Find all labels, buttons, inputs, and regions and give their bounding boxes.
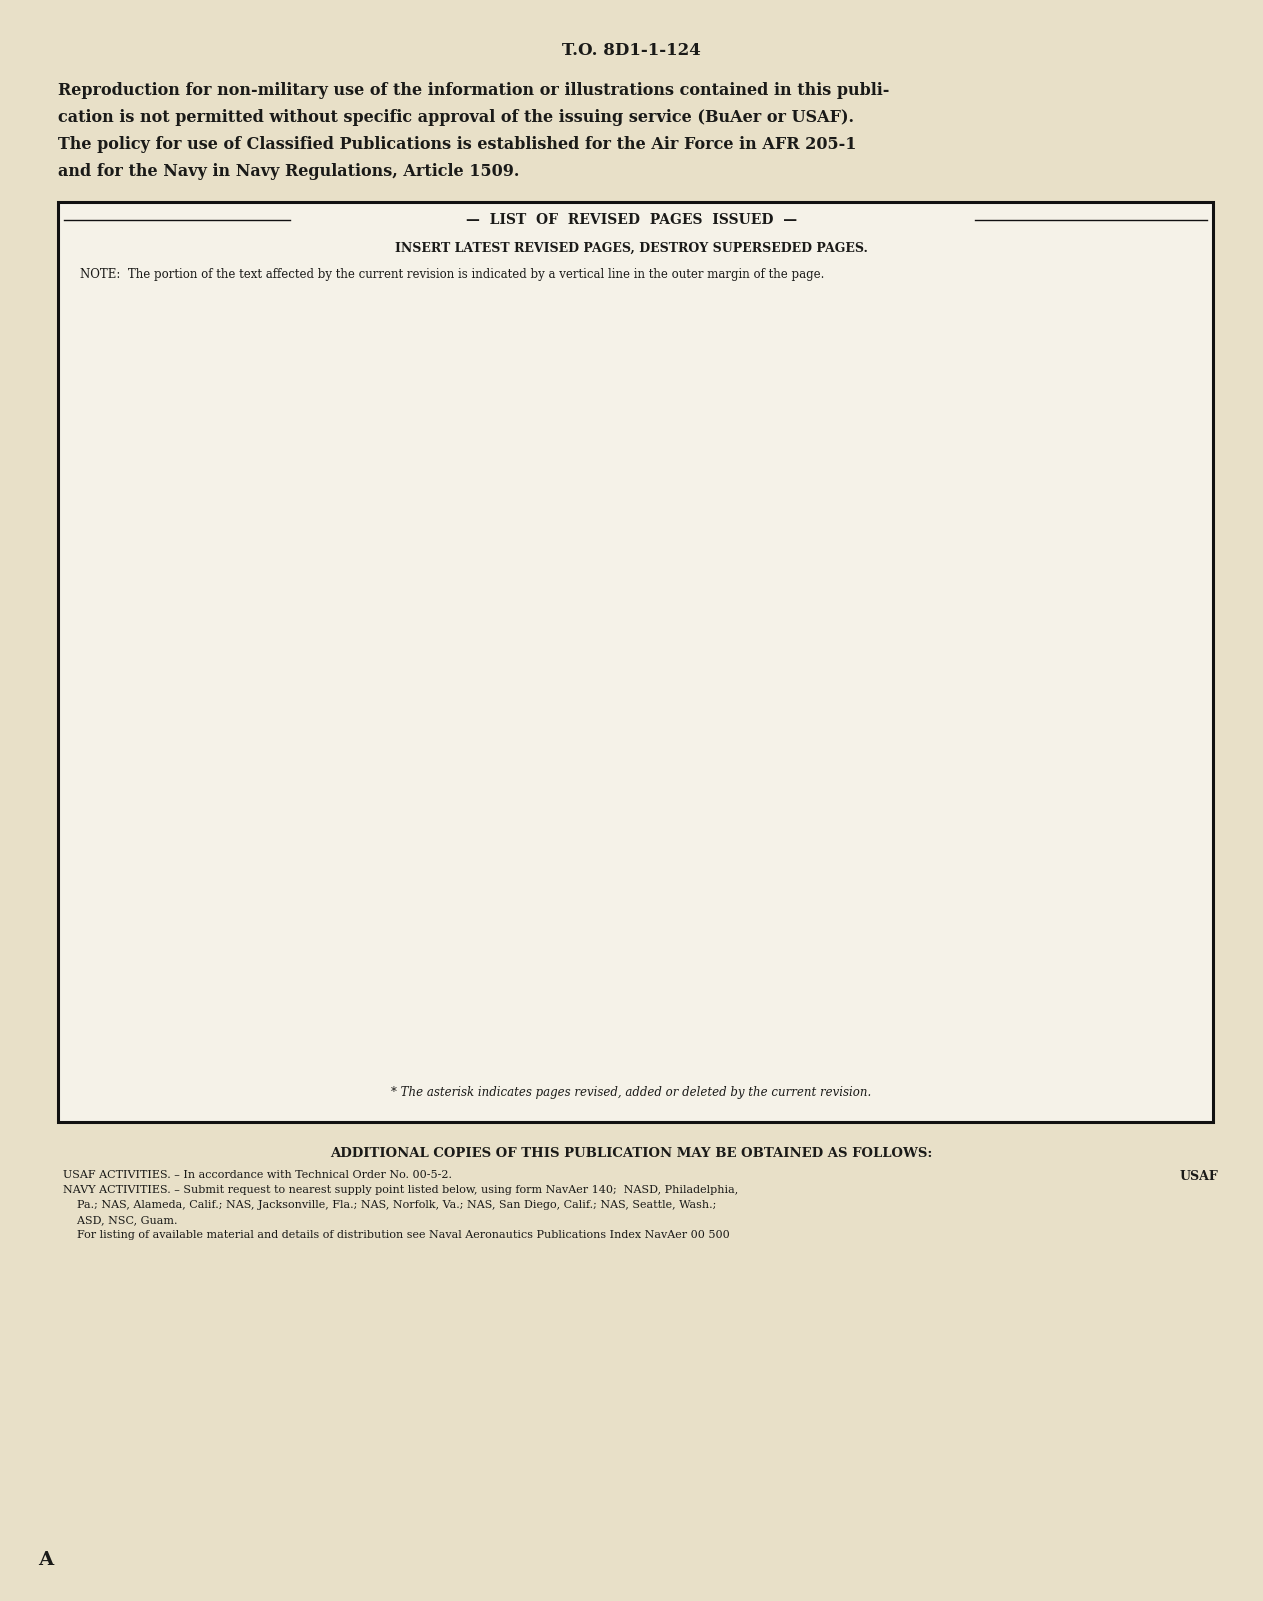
Text: T.O. 8D1-1-124: T.O. 8D1-1-124 [562,42,701,59]
Text: INSERT LATEST REVISED PAGES, DESTROY SUPERSEDED PAGES.: INSERT LATEST REVISED PAGES, DESTROY SUP… [395,242,868,255]
Text: Pa.; NAS, Alameda, Calif.; NAS, Jacksonville, Fla.; NAS, Norfolk, Va.; NAS, San : Pa.; NAS, Alameda, Calif.; NAS, Jacksonv… [63,1201,716,1210]
Text: cation is not permitted without specific approval of the issuing service (BuAer : cation is not permitted without specific… [58,109,854,126]
Text: USAF: USAF [1180,1170,1219,1183]
Text: USAF ACTIVITIES. – In accordance with Technical Order No. 00-5-2.: USAF ACTIVITIES. – In accordance with Te… [63,1170,452,1180]
Text: A: A [38,1551,53,1569]
Text: For listing of available material and details of distribution see Naval Aeronaut: For listing of available material and de… [63,1230,730,1241]
Text: Reproduction for non-military use of the information or illustrations contained : Reproduction for non-military use of the… [58,82,889,99]
Text: NOTE:  The portion of the text affected by the current revision is indicated by : NOTE: The portion of the text affected b… [80,267,825,282]
Bar [58,202,1212,1122]
Text: —  LIST  OF  REVISED  PAGES  ISSUED  —: — LIST OF REVISED PAGES ISSUED — [466,213,797,227]
Text: * The asterisk indicates pages revised, added or deleted by the current revision: * The asterisk indicates pages revised, … [392,1085,871,1098]
Text: NAVY ACTIVITIES. – Submit request to nearest supply point listed below, using fo: NAVY ACTIVITIES. – Submit request to nea… [63,1185,739,1194]
Text: and for the Navy in Navy Regulations, Article 1509.: and for the Navy in Navy Regulations, Ar… [58,163,519,179]
Text: ASD, NSC, Guam.: ASD, NSC, Guam. [63,1215,178,1225]
Text: ADDITIONAL COPIES OF THIS PUBLICATION MAY BE OBTAINED AS FOLLOWS:: ADDITIONAL COPIES OF THIS PUBLICATION MA… [331,1146,932,1161]
Text: The policy for use of Classified Publications is established for the Air Force i: The policy for use of Classified Publica… [58,136,856,154]
